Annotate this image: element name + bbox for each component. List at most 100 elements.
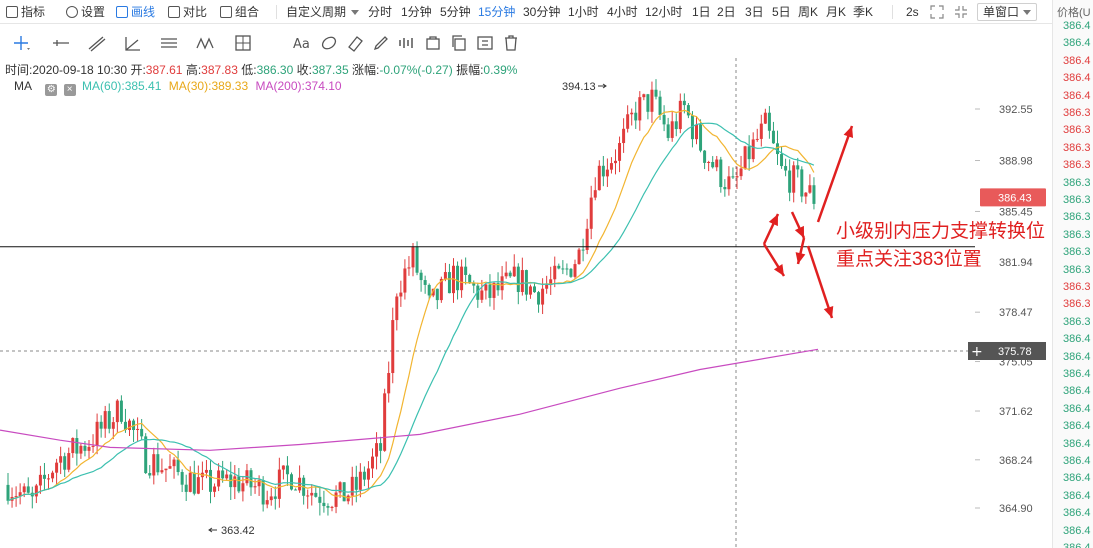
period-tab-10[interactable]: 3日 <box>745 5 764 19</box>
close-label: 收: <box>296 63 312 77</box>
draw-line-button[interactable]: 画线 <box>116 0 155 24</box>
candle-body <box>79 445 83 454</box>
candle-body <box>38 474 42 486</box>
period-tab-11[interactable]: 5日 <box>772 5 791 19</box>
fullscreen-icon[interactable] <box>930 0 944 24</box>
candle-body <box>379 443 383 451</box>
trend-line-tool-icon[interactable] <box>86 32 108 54</box>
candle-body <box>18 492 22 497</box>
quote-row: 386.4 <box>1063 37 1091 50</box>
period-tab-6[interactable]: 4小时 <box>607 5 638 19</box>
period-tab-1[interactable]: 1分钟 <box>401 5 432 19</box>
svg-text:Aa: Aa <box>293 37 310 52</box>
open-value: 387.61 <box>145 63 183 77</box>
copy-tool-icon[interactable] <box>448 32 470 54</box>
period-tab-8[interactable]: 1日 <box>692 5 711 19</box>
candle-body <box>739 168 743 177</box>
candle-body <box>545 284 549 289</box>
quote-row: 386.3 <box>1063 246 1091 259</box>
trash-icon[interactable] <box>500 32 522 54</box>
candle-body <box>63 456 67 470</box>
eraser-tool-icon[interactable] <box>344 32 366 54</box>
quote-row: 386.4 <box>1063 507 1091 520</box>
quote-row: 386.3 <box>1063 228 1091 241</box>
period-tab-5[interactable]: 1小时 <box>568 5 599 19</box>
candle-body <box>395 296 399 321</box>
candle-body <box>91 445 95 447</box>
candle-body <box>549 279 553 285</box>
candle-body <box>383 393 387 451</box>
candle-body <box>622 128 626 144</box>
parallel-channel-tool-icon[interactable] <box>158 32 180 54</box>
crosshair-tool-icon[interactable] <box>10 32 32 54</box>
crosshair-price-label: 375.78 <box>998 346 1032 358</box>
candle-body <box>160 470 164 473</box>
candle-body <box>573 264 577 277</box>
quote-row: 386.4 <box>1063 472 1091 485</box>
period-tab-9[interactable]: 2日 <box>717 5 736 19</box>
horizontal-line-tool-icon[interactable] <box>50 32 72 54</box>
candlestick-chart[interactable]: 392.55388.98385.45381.94378.47375.05371.… <box>0 0 1052 548</box>
candle-body <box>298 477 302 491</box>
text-tool-icon[interactable]: Aa <box>290 32 312 54</box>
period-tab-2[interactable]: 5分钟 <box>440 5 471 19</box>
candle-body <box>504 272 508 277</box>
period-tab-13[interactable]: 月K <box>826 5 847 19</box>
candle-body <box>480 290 484 300</box>
compare-button[interactable]: 对比 <box>168 0 207 24</box>
divider <box>892 5 893 19</box>
candle-body <box>614 160 617 164</box>
gear-icon[interactable]: ⚙ <box>45 84 58 96</box>
candle-body <box>520 270 524 292</box>
quote-row: 386.3 <box>1063 159 1091 172</box>
angle-tool-icon[interactable] <box>122 32 144 54</box>
combo-icon <box>220 6 232 18</box>
shrink-icon[interactable] <box>954 0 968 24</box>
candle-body <box>265 500 269 505</box>
lock-tool-icon[interactable] <box>396 32 418 54</box>
period-tab-7[interactable]: 12小时 <box>645 5 683 19</box>
candle-body <box>666 124 670 138</box>
measure-tool-icon[interactable] <box>232 32 254 54</box>
refresh-interval[interactable]: 2s <box>906 5 919 19</box>
quote-row: 386.4 <box>1063 54 1091 67</box>
settings-button[interactable]: 设置 <box>66 0 105 24</box>
candle-body <box>221 470 225 479</box>
candle-body <box>690 115 694 140</box>
combo-button[interactable]: 组合 <box>220 0 259 24</box>
candle-body <box>83 445 87 451</box>
candle-body <box>47 478 50 480</box>
period-tab-0[interactable]: 分时 <box>368 5 393 19</box>
quote-row: 386.4 <box>1063 350 1091 363</box>
candle-body <box>431 288 435 296</box>
high-value: 387.83 <box>201 63 238 77</box>
window-mode-select[interactable]: 单窗口 <box>977 3 1037 21</box>
candle-body <box>776 143 779 155</box>
hide-tool-icon[interactable] <box>422 32 444 54</box>
period-tab-12[interactable]: 周K <box>798 5 819 19</box>
candle-body <box>115 400 119 423</box>
magnet-tool-icon[interactable] <box>318 32 340 54</box>
quote-column: 价格(U 386.4 386.4 386.4 386.4 386.4 386.3 386.3… <box>1052 0 1093 548</box>
candle-body <box>366 468 370 480</box>
wave-tool-icon[interactable] <box>194 32 216 54</box>
y-axis-tick-label: 385.45 <box>999 206 1033 218</box>
custom-period-dropdown[interactable]: 自定义周期 <box>286 0 360 24</box>
period-tab-4[interactable]: 30分钟 <box>523 5 561 19</box>
candle-body <box>371 456 374 469</box>
candle-body <box>784 166 788 171</box>
candle-body <box>403 268 407 293</box>
indicators-button[interactable]: 指标 <box>6 0 45 24</box>
period-tab-14[interactable]: 季K <box>853 5 874 19</box>
candle-body <box>204 469 208 473</box>
quote-row: 386.3 <box>1063 211 1091 224</box>
quote-row: 386.3 <box>1063 124 1091 137</box>
quote-row: 386.4 <box>1063 437 1091 450</box>
candle-body <box>484 284 488 291</box>
settings-tool-icon[interactable] <box>474 32 496 54</box>
candle-body <box>443 272 447 279</box>
period-tab-3[interactable]: 15分钟 <box>478 5 516 19</box>
y-axis-tick-label: 381.94 <box>999 257 1033 269</box>
brush-tool-icon[interactable] <box>370 32 392 54</box>
close-icon[interactable]: × <box>63 84 76 96</box>
